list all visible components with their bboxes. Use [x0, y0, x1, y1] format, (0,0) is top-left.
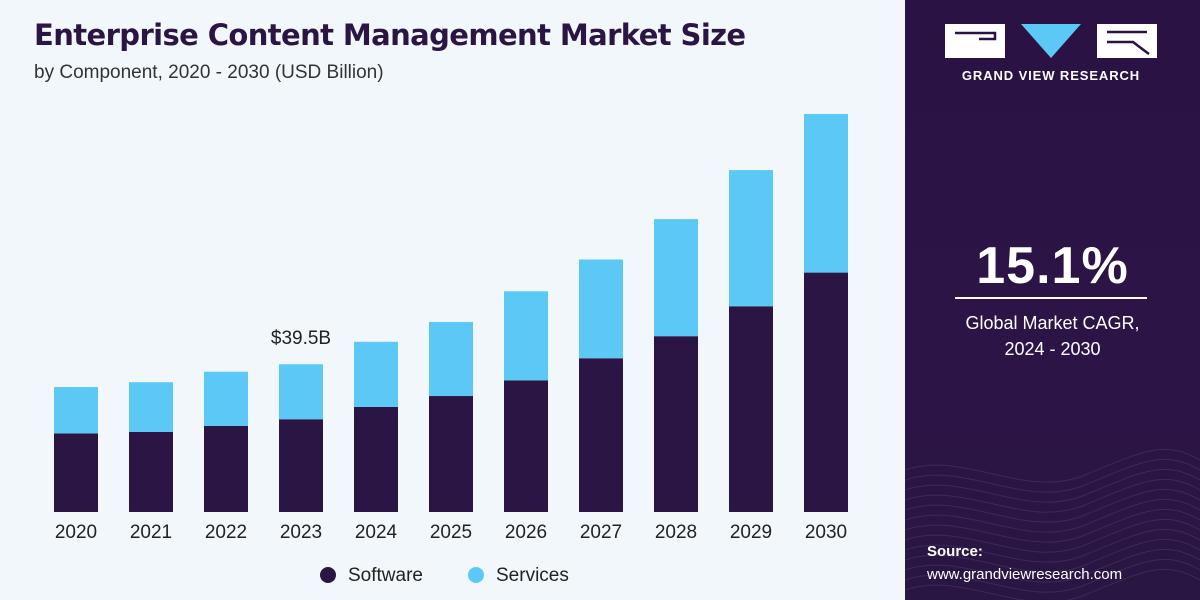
- legend-marker-software: [320, 567, 336, 583]
- bar-services-2028: [654, 219, 698, 337]
- bar-software-2029: [729, 306, 773, 512]
- info-panel: GRAND VIEW RESEARCH 15.1% Global Market …: [905, 0, 1200, 600]
- bar-services-2024: [354, 341, 398, 407]
- bar-software-2020: [54, 433, 98, 512]
- bar-services-2020: [54, 387, 98, 434]
- source-url[interactable]: www.grandviewresearch.com: [927, 566, 1123, 583]
- bar-software-2021: [129, 431, 173, 512]
- bar-services-2022: [204, 371, 248, 426]
- bar-services-2025: [429, 321, 473, 397]
- x-tick-label-2028: 2028: [655, 522, 697, 543]
- cagr-label-line1: Global Market CAGR,: [965, 313, 1140, 333]
- cagr-value: 15.1%: [976, 237, 1129, 295]
- x-tick-label-2022: 2022: [205, 522, 247, 543]
- grand-view-research-logo: GRAND VIEW RESEARCH: [941, 20, 1161, 90]
- bar-services-2026: [504, 291, 548, 381]
- x-tick-label-2024: 2024: [355, 522, 398, 543]
- bar-software-2027: [579, 358, 623, 512]
- x-tick-label-2021: 2021: [130, 522, 172, 543]
- bar-software-2025: [429, 396, 473, 512]
- bar-software-2022: [204, 425, 248, 512]
- bar-services-2029: [729, 170, 773, 307]
- bar-services-2023: [279, 364, 323, 420]
- x-tick-label-2027: 2027: [580, 522, 622, 543]
- bar-software-2024: [354, 406, 398, 512]
- x-tick-label-2029: 2029: [730, 522, 772, 543]
- bar-chart: 2020 2021 2022 2023 2024 2025 2026 2027 2028 2029…: [54, 113, 848, 586]
- bar-software-2026: [504, 380, 548, 512]
- source-label: Source:: [927, 543, 983, 560]
- wave-pattern: [905, 448, 1200, 600]
- brand-name: GRAND VIEW RESEARCH: [961, 68, 1141, 83]
- chart-panel: Enterprise Content Management Market Siz…: [34, 18, 848, 586]
- bar-software-2028: [654, 336, 698, 512]
- cagr-label: Global Market CAGR, 2024 - 2030: [905, 310, 1200, 362]
- data-label-2023: $39.5B: [271, 328, 331, 349]
- chart-title: Enterprise Content Management Market Siz…: [34, 18, 746, 52]
- bar-software-2030: [804, 272, 848, 512]
- x-tick-label-2026: 2026: [505, 522, 547, 543]
- bar-services-2021: [129, 382, 173, 432]
- legend-label-software: Software: [348, 565, 423, 586]
- x-tick-label-2023: 2023: [280, 522, 322, 543]
- legend-label-services: Services: [496, 565, 569, 586]
- legend-marker-services: [468, 567, 484, 583]
- bar-services-2030: [804, 113, 848, 273]
- bar-software-2023: [279, 419, 323, 512]
- x-tick-label-2025: 2025: [430, 522, 472, 543]
- x-tick-label-2020: 2020: [55, 522, 97, 543]
- x-tick-label-2030: 2030: [805, 522, 847, 543]
- cagr-divider: [955, 297, 1147, 299]
- bar-services-2027: [579, 259, 623, 359]
- cagr-label-line2: 2024 - 2030: [1004, 339, 1101, 359]
- chart-subtitle: by Component, 2020 - 2030 (USD Billion): [34, 62, 384, 83]
- gvr-logo-icon: [945, 24, 1157, 58]
